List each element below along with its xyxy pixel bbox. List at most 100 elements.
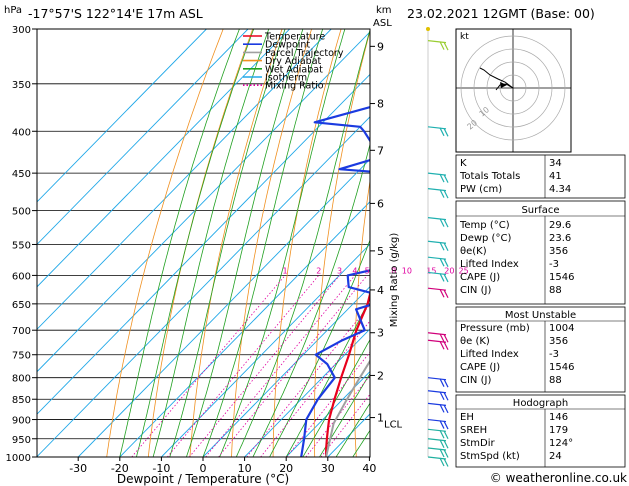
altitude-tick-label: 8 [377,98,384,111]
hodograph-stats-title: Hodograph [513,398,568,409]
wind-barb [427,217,449,228]
legend-label: Mixing Ratio [265,81,324,92]
isotherm-line [37,29,249,245]
mixing-ratio-label: 15 [426,266,436,275]
most-unstable-value: 356 [549,336,568,347]
wet-adiabat-line [235,29,370,457]
dry-adiabat-line [106,29,224,457]
lcl-label: LCL [384,419,403,430]
temperature-tick-label: -30 [69,462,87,475]
x-axis-title: Dewpoint / Temperature (°C) [117,472,289,486]
altitude-tick-label: 6 [377,197,384,210]
isotherm-line [161,243,370,457]
most-unstable-value: -3 [549,349,559,360]
wind-barb [427,402,449,414]
hodograph-stats-value: 24 [549,451,562,462]
pressure-tick-label: 800 [12,374,31,385]
surface-value: 23.6 [549,233,571,244]
copyright: © weatheronline.co.uk [490,471,627,485]
pressure-tick-label: 1000 [6,453,31,464]
isotherm-line [37,29,332,330]
wind-barb [427,418,449,430]
wind-barb [427,188,449,199]
pressure-tick-label: 500 [12,207,31,218]
hodograph-frame [455,28,572,153]
plot-frame [36,28,371,458]
pressure-tick-label: 300 [12,25,31,36]
surface-label: CIN (J) [460,285,491,296]
hodograph-stats-label: StmDir [460,438,495,449]
pressure-tick-label: 900 [12,416,31,427]
isotherm-line [37,116,370,457]
most-unstable-box [455,306,626,393]
wind-barb [427,271,449,283]
wind-barb [427,339,449,350]
most-unstable-title: Most Unstable [505,310,576,321]
plot-area [37,29,370,457]
mixing-ratio-line [166,275,320,457]
mixing-ratio-label: 4 [352,266,357,275]
dry-adiabat-line [189,29,283,457]
hodograph-stats-value: 179 [549,425,568,436]
wind-barb [427,390,449,401]
parcel-trajectory [325,359,370,457]
pressure-tick-label: 650 [12,300,31,311]
wind-barb [427,287,449,298]
pressure-axis: 300 350 400 450 500 550 600 650 700 750 800 850 900 9… [6,25,37,464]
indices-label: K [460,158,467,169]
mixing-ratio-line [205,275,356,457]
legend-label: Isotherm [265,73,307,84]
surface-label: Lifted Index [460,259,519,270]
wet-adiabat-line [202,29,324,457]
mixing-ratio-line [188,275,340,457]
legend-label: Temperature [264,32,325,43]
hodograph-ring [460,35,566,141]
hodograph-stats-label: SREH [460,425,487,436]
wet-adiabat-line [302,338,370,457]
mixing-ratio-label: 1 [283,266,288,275]
surface-value: 88 [549,285,562,296]
dry-adiabat-line [147,29,254,457]
surface-label: Dewp (°C) [460,233,511,244]
dry-adiabat-line [231,29,312,457]
pressure-tick-label: 450 [12,169,31,180]
mixing-ratio-line [246,304,370,457]
km-label: km [376,5,392,16]
altitude-tick-label: 7 [377,144,384,157]
surface-value: 1546 [549,272,574,283]
pressure-tick-label: 850 [12,395,31,406]
isotherm-line [37,29,290,288]
altitude-tick-label: 9 [377,40,384,53]
hodograph-stats-label: StmSpd (kt) [460,451,520,462]
hodograph-ring [486,61,540,115]
pressure-tick-label: 750 [12,351,31,362]
location-title: -17°57'S 122°14'E 17m ASL [28,6,203,21]
pressure-tick-label: 350 [12,80,31,91]
mixing-ratio-line [131,275,286,457]
wet-adiabat-line [186,29,304,457]
surface-title: Surface [521,205,559,216]
hodograph-stats-value: 146 [549,412,568,423]
surface-label: Temp (°C) [459,220,510,231]
surface-value: -3 [549,259,559,270]
dewpoint-profile [300,106,370,457]
wind-barb [427,428,449,440]
wind-barb [427,456,449,467]
altitude-tick-label: 4 [377,284,384,297]
hodograph-ring [473,48,553,128]
temperature-tick-label: 20 [279,462,293,475]
datetime-title: 23.02.2021 12GMT (Base: 00) [407,6,595,21]
hodograph-unit-label: kt [460,32,469,42]
asl-label: ASL [373,18,392,29]
surface-value: 29.6 [549,220,571,231]
surface-label: θe(K) [460,246,487,257]
mixing-ratio-label: 25 [459,266,469,275]
wet-adiabat-line [152,29,270,457]
indices-label: PW (cm) [460,184,502,195]
mixing-ratio-line [218,275,368,457]
temperature-tick-label: 10 [238,462,252,475]
